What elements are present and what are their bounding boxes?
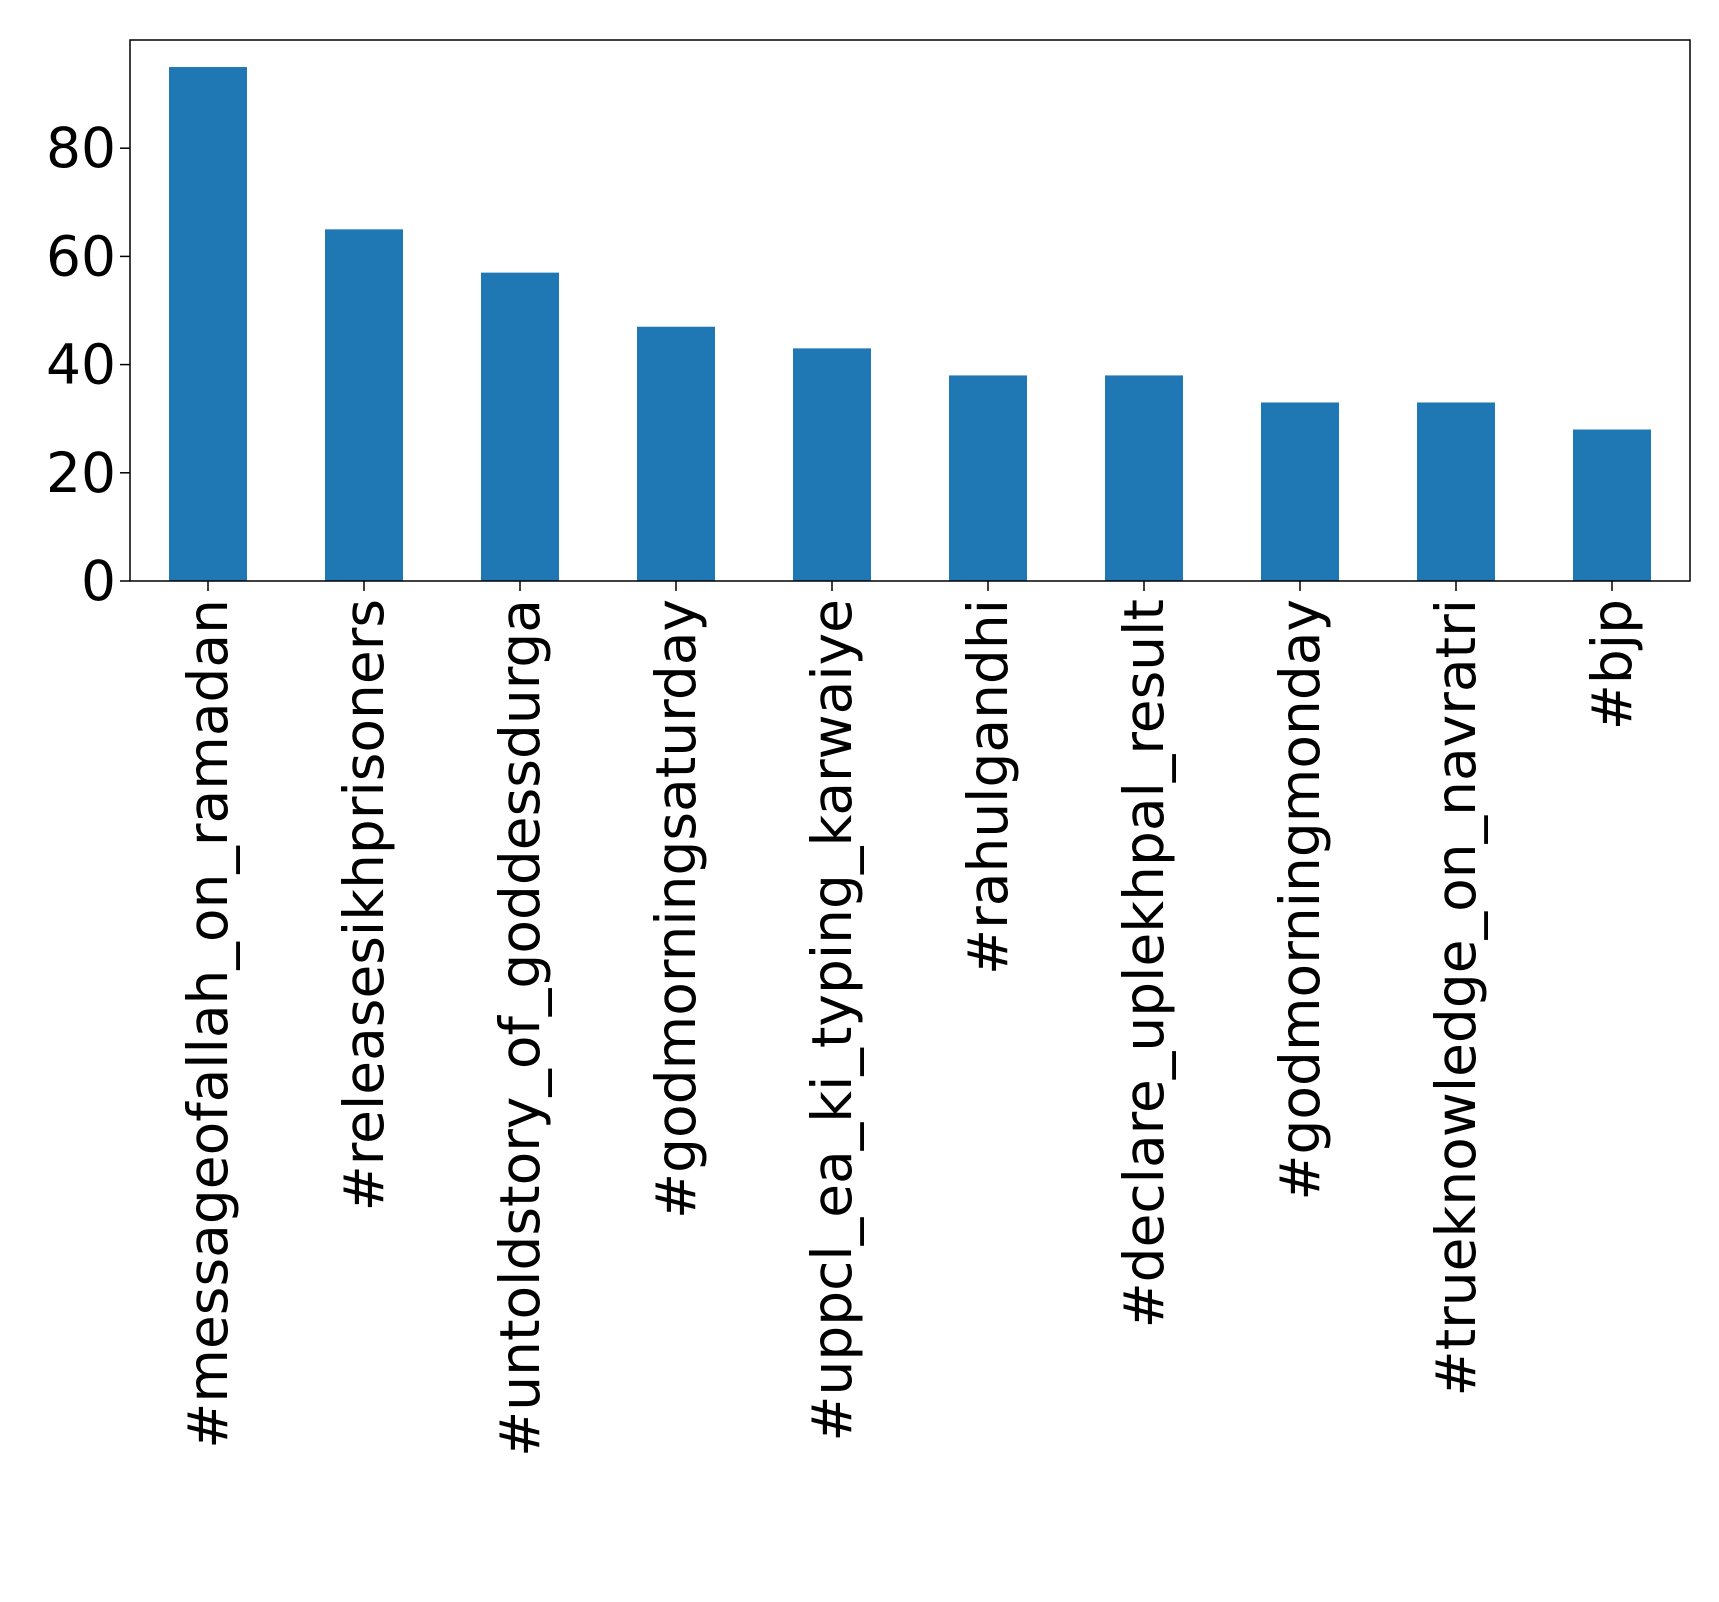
x-tick-label-8: #trueknowledge_on_navratri: [1424, 599, 1488, 1396]
y-tick-label-4: 80: [46, 116, 116, 180]
y-tick-label-1: 20: [46, 441, 116, 505]
y-axis: 0 20 40 60 80: [46, 116, 130, 613]
bar-8: [1417, 402, 1495, 581]
x-tick-label-9: #bjp: [1580, 599, 1644, 730]
y-tick-label-3: 60: [46, 224, 116, 288]
bar-5: [949, 375, 1027, 581]
x-tick-label-2: #untoldstory_of_goddessdurga: [488, 599, 552, 1457]
y-tick-label-0: 0: [81, 549, 116, 613]
x-tick-label-3: #godmorningsaturday: [644, 599, 708, 1219]
bar-0: [169, 67, 247, 582]
bar-9: [1573, 429, 1651, 581]
x-axis: #messageofallah_on_ramadan #releasesikhpr…: [176, 581, 1644, 1457]
bar-4: [793, 348, 871, 581]
x-tick-label-1: #releasesikhprisoners: [332, 599, 396, 1211]
bars-group: [169, 67, 1651, 582]
bar-1: [325, 229, 403, 581]
bar-7: [1261, 402, 1339, 581]
x-tick-label-7: #godmorningmonday: [1268, 599, 1332, 1201]
x-tick-label-0: #messageofallah_on_ramadan: [176, 599, 240, 1449]
bar-6: [1105, 375, 1183, 581]
y-tick-label-2: 40: [46, 333, 116, 397]
plot-frame: [129, 39, 1691, 582]
bar-2: [481, 272, 559, 581]
x-tick-label-4: #uppcl_ea_ki_typing_karwaiye: [800, 599, 864, 1442]
bar-3: [637, 326, 715, 581]
x-tick-label-6: #declare_uplekhpal_result: [1112, 599, 1176, 1328]
x-tick-label-5: #rahulgandhi: [956, 599, 1020, 975]
